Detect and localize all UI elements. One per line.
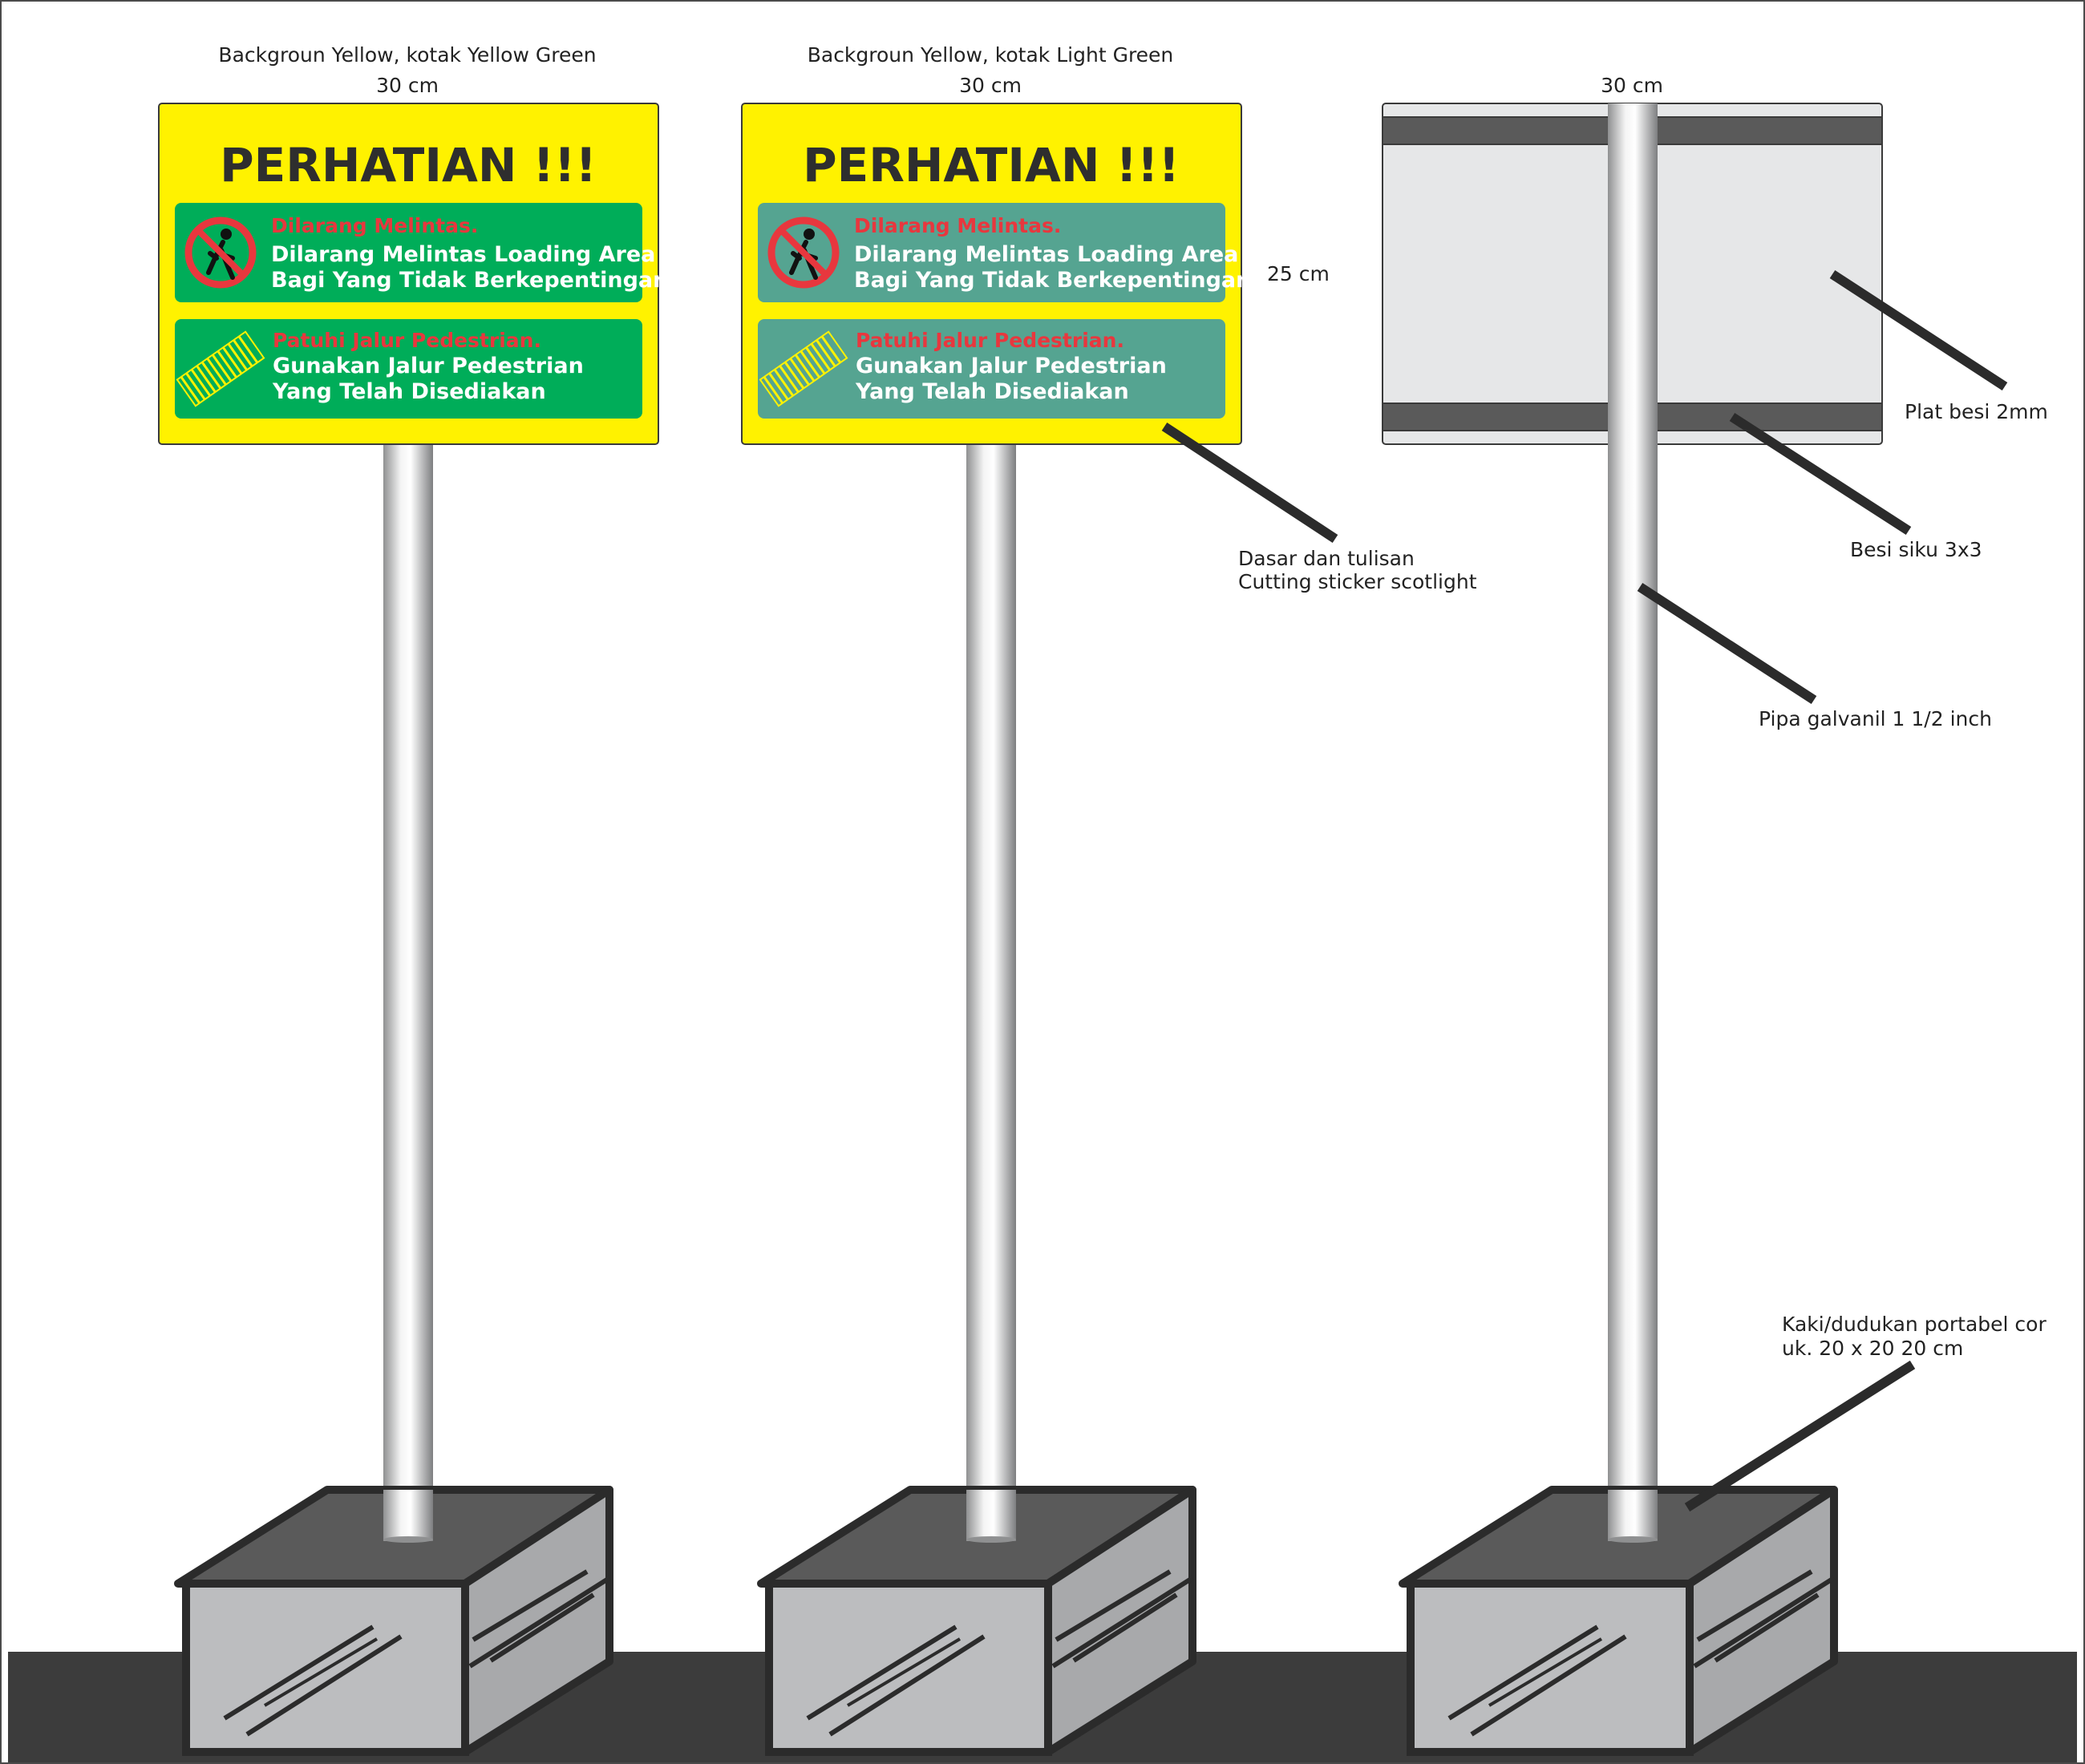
sign-1-width-label: 30 cm xyxy=(376,74,439,97)
concrete-base xyxy=(757,1486,1196,1756)
box-2-line-1: Gunakan Jalur Pedestrian xyxy=(273,354,584,378)
base-label-line-1: Kaki/dudukan portabel cor xyxy=(1782,1313,2047,1336)
angle-iron-label: Besi siku 3x3 xyxy=(1850,538,1982,561)
crosswalk-icon xyxy=(176,330,265,407)
height-label: 25 cm xyxy=(1267,262,1330,285)
sticker-leader-line xyxy=(1161,422,1338,544)
box-2-line-1: Gunakan Jalur Pedestrian xyxy=(856,354,1167,378)
warning-box-1 xyxy=(758,203,1225,302)
sign-back-view: 30 cm xyxy=(1382,74,2008,1756)
sign-1-caption: Backgroun Yellow, kotak Yellow Green xyxy=(218,43,596,67)
sign-title: PERHATIAN !!! xyxy=(220,138,597,192)
box-2-line-2: Yang Telah Disediakan xyxy=(855,379,1129,404)
sign-post-1: Backgroun Yellow, kotak Yellow Green 30 … xyxy=(158,43,668,1756)
no-pedestrian-icon xyxy=(767,216,840,289)
back-width-label: 30 cm xyxy=(1601,74,1663,97)
warning-box-2 xyxy=(175,319,642,419)
box-1-line-1: Dilarang Melintas Loading Area xyxy=(854,242,1238,267)
box-2-heading: Patuhi Jalur Pedestrian. xyxy=(273,329,541,352)
sign-post-2: Backgroun Yellow, kotak Light Green 30 c… xyxy=(741,43,1338,1756)
concrete-base xyxy=(174,1486,613,1756)
sign-2-caption: Backgroun Yellow, kotak Light Green xyxy=(808,43,1174,67)
base-label-line-2: uk. 20 x 20 20 cm xyxy=(1782,1337,1963,1360)
base-leader-line xyxy=(1684,1360,1916,1512)
concrete-base xyxy=(1399,1486,1838,1756)
pipe-label: Pipa galvanil 1 1/2 inch xyxy=(1759,707,1992,730)
sticker-label-line-1: Dasar dan tulisan xyxy=(1238,547,1415,570)
sticker-label-line-2: Cutting sticker scotlight xyxy=(1238,570,1477,593)
galvanized-pipe xyxy=(383,443,433,1541)
box-1-line-2: Bagi Yang Tidak Berkepentingan xyxy=(271,268,668,293)
sign-2-width-label: 30 cm xyxy=(959,74,1022,97)
galvanized-pipe xyxy=(966,443,1016,1541)
warning-box-1 xyxy=(175,203,642,302)
plate-leader-line xyxy=(1829,269,2008,391)
box-1-heading: Dilarang Melintas. xyxy=(271,214,478,237)
angle-iron-leader-line xyxy=(1729,412,1912,536)
pipe-leader-line xyxy=(1637,582,1817,705)
box-1-heading: Dilarang Melintas. xyxy=(854,214,1061,237)
no-pedestrian-icon xyxy=(184,216,257,289)
box-2-heading: Patuhi Jalur Pedestrian. xyxy=(856,329,1124,352)
sign-title: PERHATIAN !!! xyxy=(803,138,1180,192)
box-2-line-2: Yang Telah Disediakan xyxy=(272,379,546,404)
plate-label: Plat besi 2mm xyxy=(1905,400,2048,423)
warning-box-2 xyxy=(758,319,1225,419)
box-1-line-1: Dilarang Melintas Loading Area xyxy=(271,242,655,267)
galvanized-pipe xyxy=(1608,103,1658,1541)
box-1-line-2: Bagi Yang Tidak Berkepentingan xyxy=(854,268,1251,293)
crosswalk-icon xyxy=(759,330,848,407)
